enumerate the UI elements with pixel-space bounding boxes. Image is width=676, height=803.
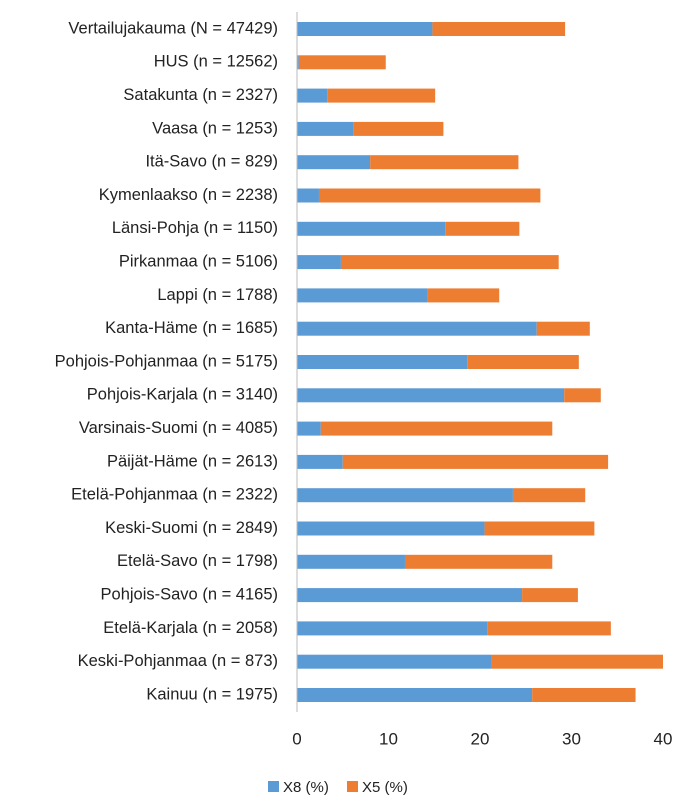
category-label: Vertailujakauma (N = 47429) [68,19,278,37]
bar-segment [297,22,433,36]
category-label: Pohjois-Savo (n = 4165) [101,585,278,603]
bar-segment [297,255,341,270]
category-label: Länsi-Pohja (n = 1150) [112,219,278,237]
bar-segment [297,321,537,336]
bar-segment [318,188,541,203]
bar-segment [370,155,519,170]
bar-segment [404,554,553,569]
category-label: Kanta-Häme (n = 1685) [105,319,278,337]
bar-segment [297,554,405,569]
legend-swatch [268,781,279,792]
legend-swatch [347,781,358,792]
bar-segment [564,388,601,403]
bar-segment [297,521,485,536]
category-label: Etelä-Savo (n = 1798) [117,552,278,570]
bar-segment [484,521,595,536]
bar-segment [297,621,488,636]
bar-segment [297,454,343,469]
x-tick-label: 10 [379,729,398,748]
bar-segment [297,288,428,303]
bar-segment [297,155,371,170]
bar-segment [487,621,611,636]
bar-segment [297,55,299,70]
bar-segment [297,188,319,203]
category-label: Keski-Suomi (n = 2849) [105,519,278,537]
x-tick-label: 30 [562,729,581,748]
bar-segment [353,121,444,136]
bar-segment [427,288,500,303]
x-tick-label: 40 [654,729,673,748]
bar-segment [298,55,386,70]
category-label: Etelä-Karjala (n = 2058) [103,619,278,637]
bar-segment [327,88,436,103]
bar-segment [297,388,565,403]
bar-segment [297,488,513,503]
bar-segment [467,355,579,369]
bar-segment [297,221,446,236]
bar-segment [297,421,321,436]
bar-segment [297,588,523,603]
category-label: Vaasa (n = 1253) [152,119,278,137]
bar-segment [432,22,566,36]
category-label: Itä-Savo (n = 829) [145,153,278,171]
bar-segment [297,688,533,702]
bar-segment [512,488,586,503]
bar-segment [491,654,663,669]
category-label: Satakunta (n = 2327) [123,86,278,104]
category-label: Pohjois-Karjala (n = 3140) [87,386,278,404]
bar-segment [340,255,559,270]
category-label: Keski-Pohjanmaa (n = 873) [78,652,278,670]
bar-segment [536,321,590,336]
bar-segment [297,88,328,103]
category-label: Päijät-Häme (n = 2613) [107,452,278,470]
category-label: Varsinais-Suomi (n = 4085) [79,419,278,437]
bar-segment [522,588,578,603]
category-label: Etelä-Pohjanmaa (n = 2322) [71,486,278,504]
bar-segment [445,221,520,236]
category-label: HUS (n = 12562) [154,53,278,71]
category-label: Kymenlaakso (n = 2238) [99,186,278,204]
bar-segment [532,688,636,702]
bar-segment [297,355,468,369]
bar-segment [342,454,609,469]
category-label: Pirkanmaa (n = 5106) [119,252,278,270]
legend-label: X5 (%) [362,779,408,796]
x-tick-label: 0 [292,729,301,748]
category-label: Pohjois-Pohjanmaa (n = 5175) [55,352,278,370]
bar-segment [297,121,354,136]
category-label: Kainuu (n = 1975) [146,685,278,703]
bar-segment [320,421,553,436]
category-label: Lappi (n = 1788) [157,286,278,304]
bar-segment [297,654,492,669]
x-tick-label: 20 [471,729,490,748]
legend-label: X8 (%) [283,779,329,796]
